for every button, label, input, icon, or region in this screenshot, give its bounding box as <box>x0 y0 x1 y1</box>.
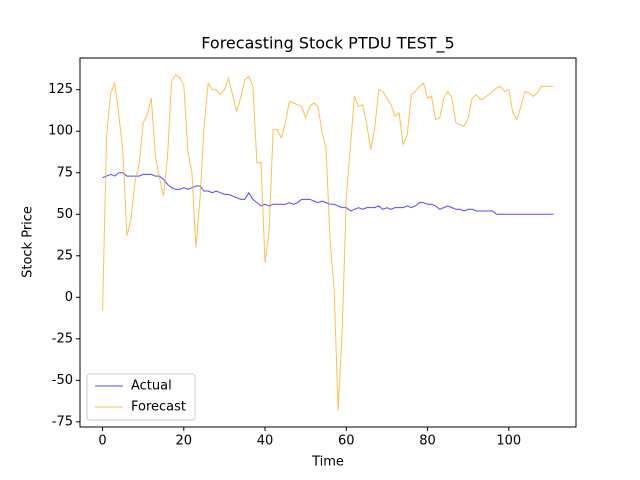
legend-label: Actual <box>131 379 172 394</box>
y-tick-label: -50 <box>52 373 73 388</box>
y-tick-label: -25 <box>52 331 73 346</box>
y-tick-label: 25 <box>56 248 73 263</box>
data-line <box>102 74 554 411</box>
legend-label: Forecast <box>131 400 186 415</box>
plot-frame <box>79 57 577 428</box>
chart-title: Forecasting Stock PTDU TEST_5 <box>201 34 454 54</box>
y-tick-label: 125 <box>48 82 73 97</box>
y-tick-label: 100 <box>48 124 73 139</box>
x-tick-label: 40 <box>257 434 274 449</box>
x-axis-label: Time <box>311 455 344 470</box>
y-tick-label: 75 <box>56 165 73 180</box>
x-tick-label: 80 <box>419 434 436 449</box>
y-tick-label: 50 <box>56 207 73 222</box>
x-tick-label: 0 <box>98 434 106 449</box>
y-tick-label: 0 <box>65 290 73 305</box>
y-tick-label: -75 <box>52 414 73 429</box>
x-tick-label: 100 <box>496 434 521 449</box>
y-axis-label: Stock Price <box>21 206 36 278</box>
x-tick-label: 20 <box>176 434 193 449</box>
x-tick-label: 60 <box>338 434 355 449</box>
